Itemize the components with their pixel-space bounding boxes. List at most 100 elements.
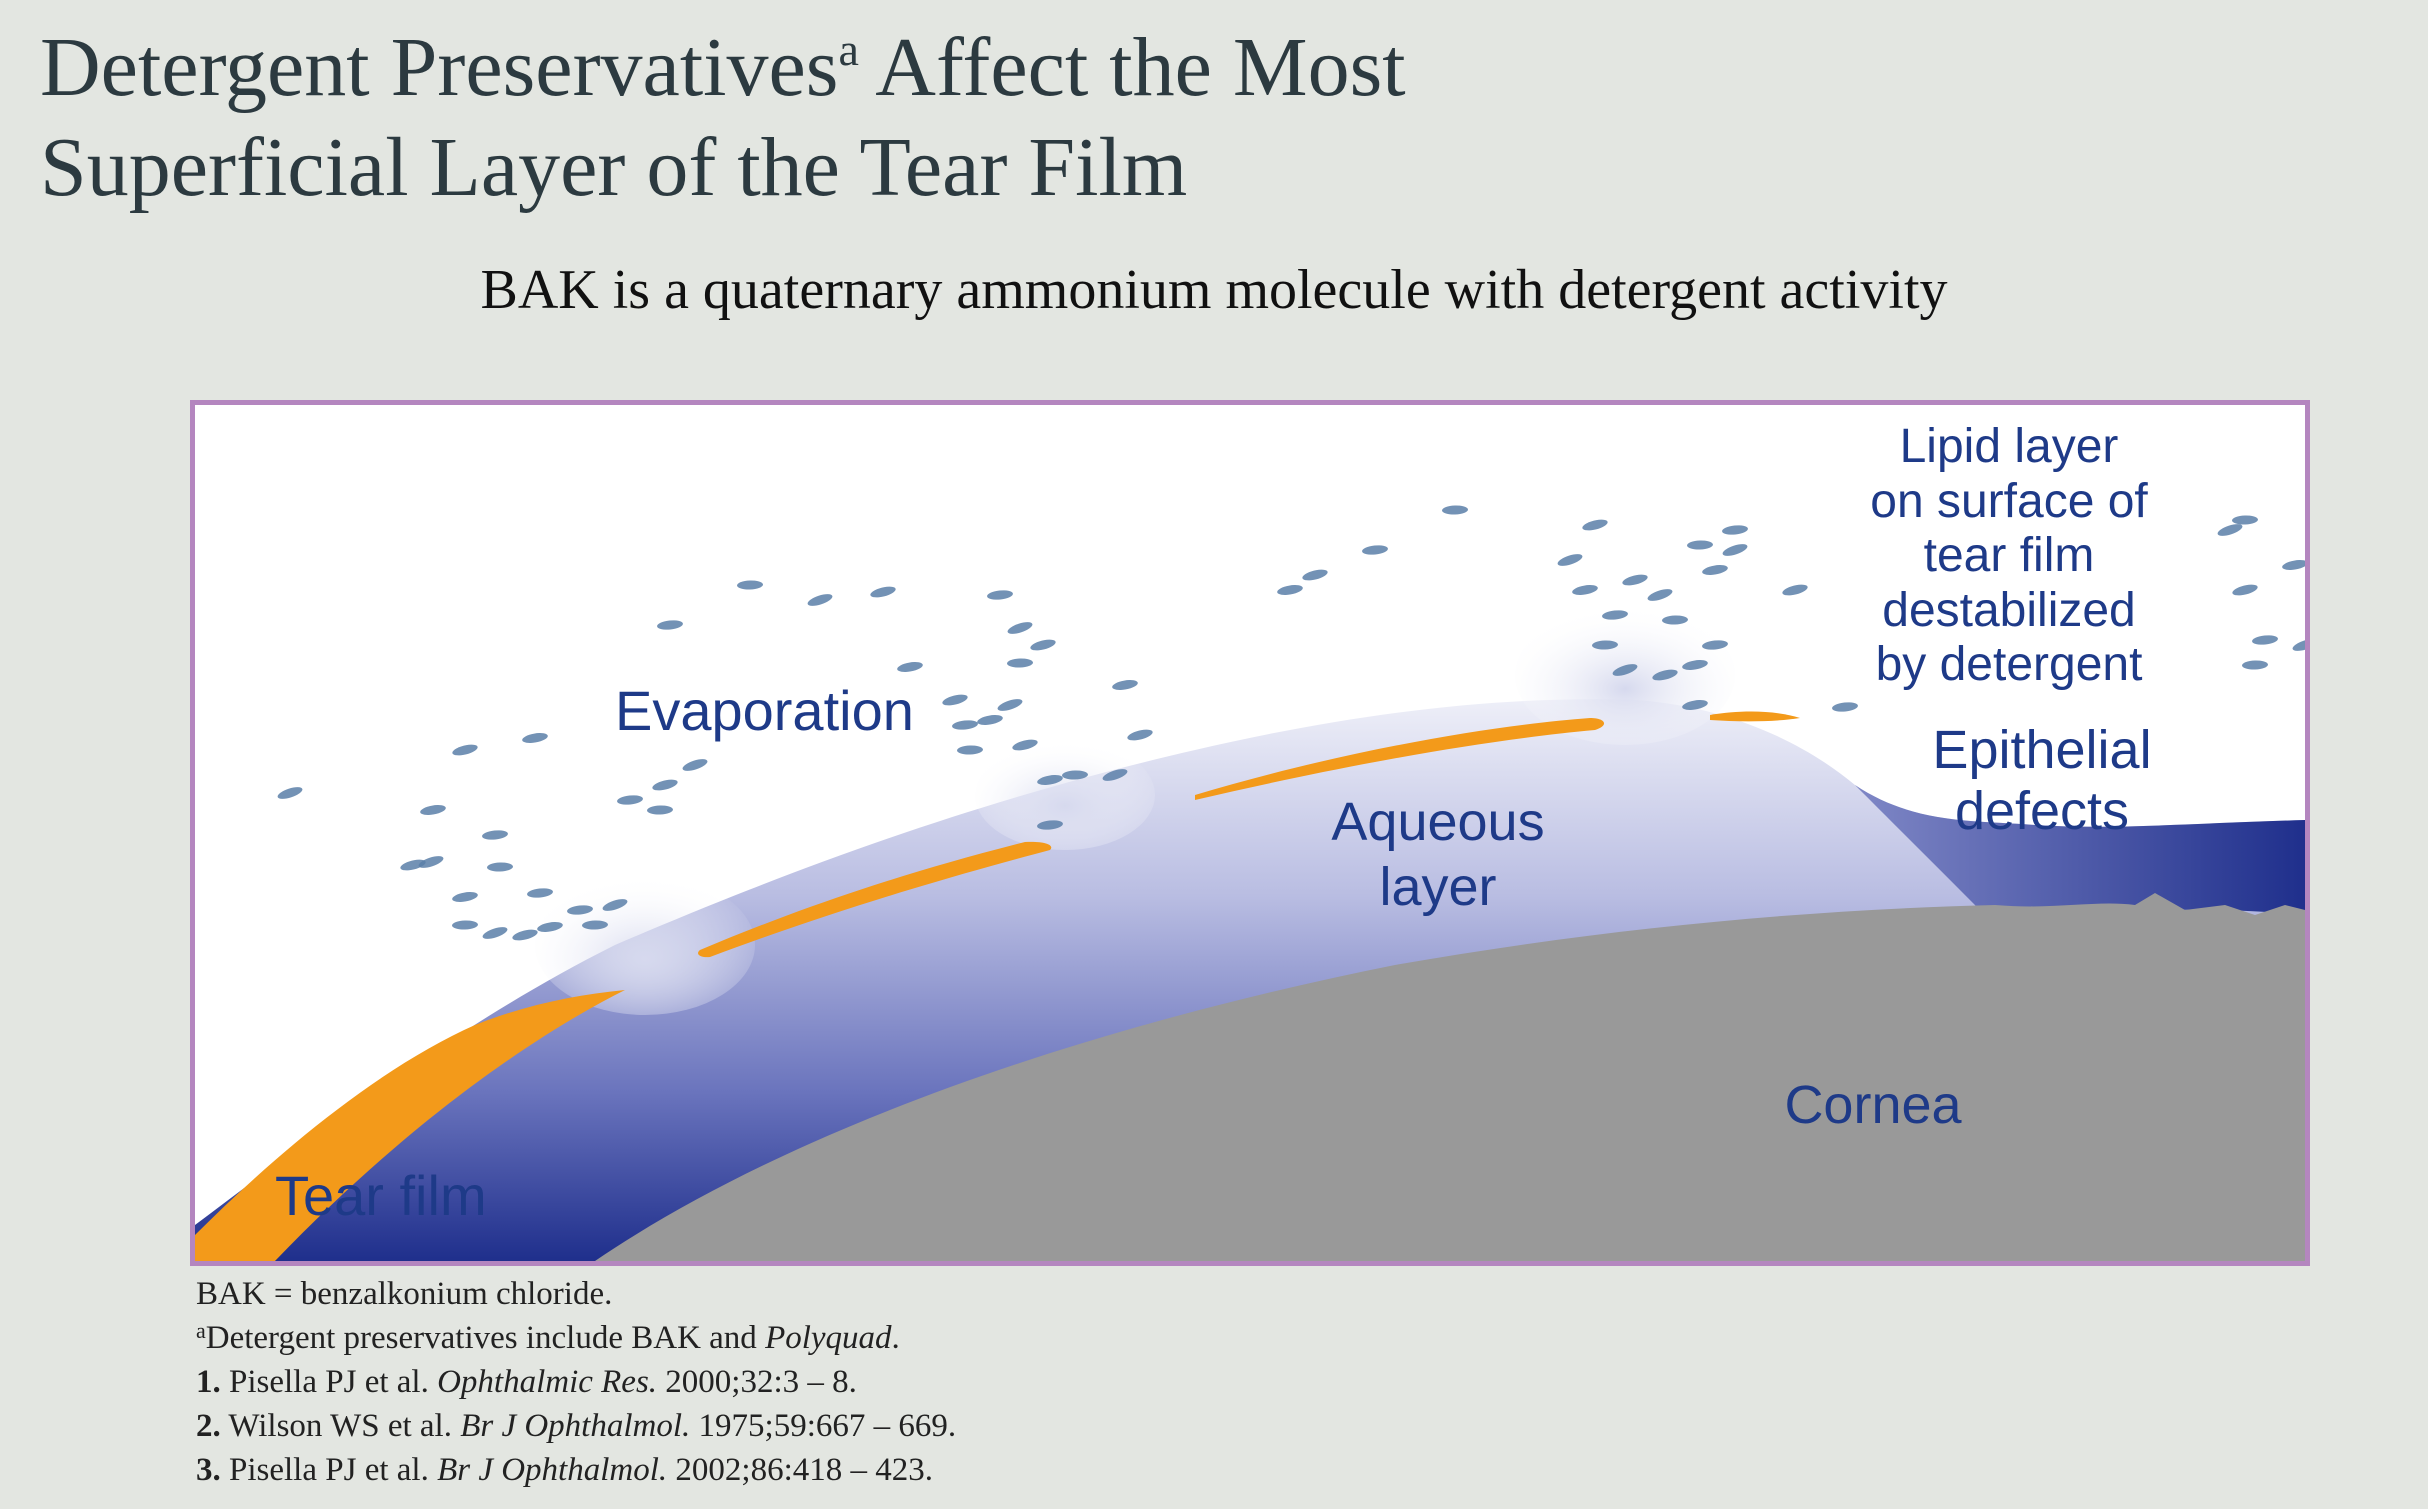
- title-line2: Superficial Layer of the Tear Film: [40, 121, 1188, 214]
- droplet: [682, 759, 708, 771]
- reference-1-number: 1.: [196, 1364, 221, 1400]
- lipid-segment-4: [1710, 711, 1800, 722]
- label-cornea: Cornea: [1784, 1075, 1962, 1135]
- droplet: [2292, 639, 2305, 651]
- reference-2-number: 2.: [196, 1408, 221, 1444]
- reference-3-number: 3.: [196, 1452, 221, 1488]
- droplet: [567, 905, 593, 915]
- footnote-end: .: [891, 1320, 900, 1356]
- droplet: [1682, 700, 1708, 710]
- aqueous-right-dark: [1855, 785, 2305, 925]
- title-line1-suffix: Affect the Most: [858, 21, 1406, 114]
- droplet: [1702, 640, 1728, 650]
- droplet: [1302, 569, 1328, 581]
- footnote-text: Detergent preservatives include BAK and: [205, 1320, 766, 1356]
- droplet: [647, 805, 673, 815]
- tear-film-diagram: Evaporation Aqueous layer Lipid layer on…: [190, 400, 2310, 1266]
- droplet: [582, 920, 608, 930]
- droplet: [2232, 584, 2258, 596]
- slide-subtitle: BAK is a quaternary ammonium molecule wi…: [480, 259, 1948, 321]
- droplet: [418, 856, 444, 868]
- droplet: [487, 862, 513, 872]
- droplet: [1622, 574, 1648, 586]
- footnotes: BAK = benzalkonium chloride. aDetergent …: [196, 1272, 956, 1492]
- droplet: [1652, 669, 1678, 681]
- droplet: [1602, 610, 1628, 620]
- droplet: [277, 787, 303, 799]
- droplet: [512, 929, 538, 941]
- evaporation-cloud-mid: [975, 740, 1155, 850]
- droplet: [1127, 729, 1153, 741]
- footnote-preservatives: aDetergent preservatives include BAK and…: [196, 1316, 956, 1360]
- reference-3-cite: 2002;86:418 – 423.: [667, 1452, 933, 1488]
- droplet: [602, 899, 628, 911]
- droplet: [1682, 660, 1708, 670]
- label-lipid-line4: destabilized: [1882, 584, 2136, 637]
- reference-1-journal: Ophthalmic Res.: [437, 1364, 658, 1400]
- reference-1: 1. Pisella PJ et al. Ophthalmic Res. 200…: [196, 1360, 956, 1404]
- droplet: [652, 779, 678, 791]
- droplet: [452, 920, 478, 930]
- droplet: [1007, 622, 1033, 634]
- footnote-polyquad: Polyquad: [765, 1320, 892, 1356]
- reference-2-journal: Br J Ophthalmol.: [460, 1408, 691, 1444]
- droplet: [1062, 770, 1088, 780]
- droplet: [1007, 658, 1033, 668]
- droplet: [957, 745, 983, 755]
- droplet: [987, 590, 1013, 600]
- droplet: [1030, 639, 1056, 651]
- droplet: [452, 892, 478, 902]
- droplet: [1582, 519, 1608, 531]
- footnote-marker: a: [196, 1318, 206, 1343]
- droplet: [1037, 820, 1063, 830]
- reference-2: 2. Wilson WS et al. Br J Ophthalmol. 197…: [196, 1404, 956, 1448]
- droplet: [737, 580, 763, 590]
- droplet: [1112, 680, 1138, 690]
- droplet: [870, 586, 896, 598]
- droplet: [1572, 585, 1598, 595]
- reference-2-authors: Wilson WS et al.: [220, 1408, 461, 1444]
- lipid-segment-2: [698, 841, 1052, 958]
- droplet: [420, 805, 446, 815]
- droplet: [1557, 554, 1583, 566]
- droplet: [1662, 615, 1688, 625]
- reference-1-authors: Pisella PJ et al.: [220, 1364, 438, 1400]
- label-evaporation: Evaporation: [615, 679, 914, 742]
- droplet: [1012, 739, 1038, 751]
- droplet: [1722, 525, 1748, 535]
- droplet: [1037, 775, 1063, 785]
- footnote-abbreviation: BAK = benzalkonium chloride.: [196, 1276, 613, 1312]
- droplet: [1647, 589, 1673, 601]
- label-epithelial-line2: defects: [1955, 781, 2129, 841]
- droplet: [2217, 524, 2243, 536]
- droplet: [522, 733, 548, 743]
- cornea: [595, 893, 2305, 1261]
- droplet: [807, 594, 833, 606]
- droplet: [2252, 635, 2278, 645]
- label-epithelial-line1: Epithelial: [1932, 720, 2151, 780]
- droplet: [452, 744, 478, 756]
- droplet: [1722, 544, 1748, 556]
- title-superscript: a: [838, 24, 859, 75]
- droplet: [1277, 585, 1303, 595]
- droplet: [400, 859, 426, 871]
- label-aqueous-line2: layer: [1379, 857, 1496, 917]
- label-lipid-line3: tear film: [1924, 529, 2095, 582]
- droplet: [1832, 702, 1858, 712]
- reference-2-cite: 1975;59:667 – 669.: [690, 1408, 957, 1444]
- label-aqueous-line1: Aqueous: [1331, 792, 1544, 852]
- droplet: [1592, 640, 1618, 650]
- slide-title: Detergent Preservativesa Affect the Most…: [40, 18, 1406, 218]
- tear-film-illustration: Evaporation Aqueous layer Lipid layer on…: [195, 420, 2305, 1261]
- droplet: [1362, 545, 1388, 555]
- droplet: [1102, 769, 1128, 781]
- droplet: [482, 830, 508, 840]
- droplet: [2242, 660, 2268, 670]
- droplet: [897, 662, 923, 672]
- droplet: [952, 720, 978, 730]
- label-tear-film: Tear film: [275, 1164, 487, 1227]
- droplet: [617, 795, 643, 805]
- reference-3: 3. Pisella PJ et al. Br J Ophthalmol. 20…: [196, 1448, 956, 1492]
- reference-3-authors: Pisella PJ et al.: [220, 1452, 438, 1488]
- label-lipid-line5: by detergent: [1876, 638, 2143, 691]
